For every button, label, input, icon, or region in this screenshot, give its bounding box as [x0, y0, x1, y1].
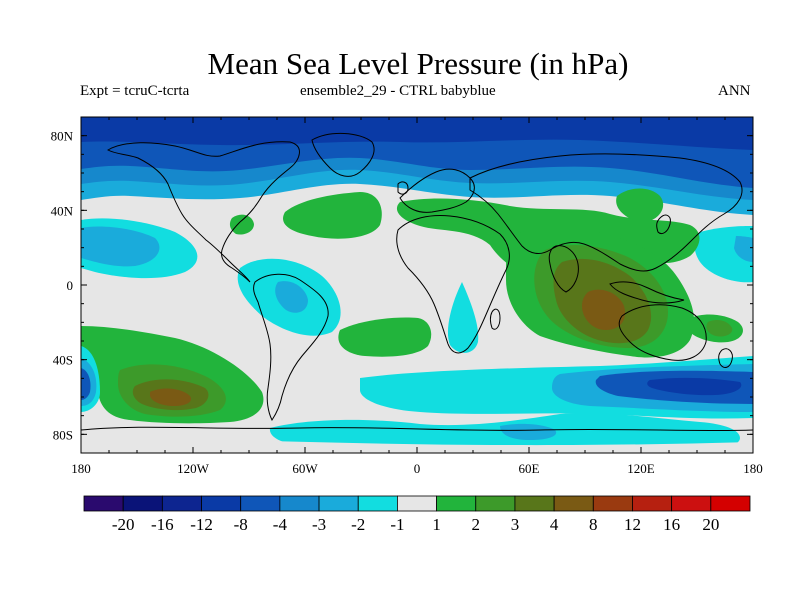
colorbar-swatch: [632, 495, 673, 512]
colorbar-swatch: [240, 495, 281, 512]
west-pacific-high-core: [706, 320, 733, 337]
southern-ocean-low-west-core: [81, 368, 91, 400]
colorbar-label: -1: [390, 515, 404, 534]
colorbar-swatch: [357, 495, 398, 512]
x-tick-label: 60W: [292, 461, 318, 476]
east-asia-high: [616, 188, 664, 222]
colorbar-label: 16: [663, 515, 680, 534]
colorbar: -20 -16 -12 -8 -4 -3 -2 -1 1 2 3 4 8 12 16 20: [83, 495, 751, 534]
y-tick-label: 40N: [51, 203, 74, 218]
colorbar-label: 1: [432, 515, 441, 534]
chart-title: Mean Sea Level Pressure (in hPa): [207, 46, 629, 81]
x-tick-label: 180: [743, 461, 763, 476]
y-tick-label: 40S: [53, 353, 73, 368]
north-atlantic-high: [283, 192, 382, 239]
colorbar-swatch: [592, 495, 633, 512]
colorbar-swatch: [122, 495, 163, 512]
north-pacific-low: [81, 226, 160, 267]
y-tick-label: 80S: [53, 427, 73, 442]
ensemble-label: ensemble2_29 - CTRL babyblue: [300, 83, 496, 99]
colorbar-label: -16: [151, 515, 174, 534]
southern-africa-low: [447, 282, 479, 353]
season-label: ANN: [718, 83, 751, 99]
colorbar-label: 8: [589, 515, 598, 534]
colorbar-label: 4: [550, 515, 559, 534]
colorbar-label: -2: [351, 515, 365, 534]
southern-ocean-low-deep: [647, 377, 742, 396]
x-axis: 180 120W 60W 0 60E 120E 180: [71, 117, 763, 476]
y-tick-label: 80N: [51, 129, 74, 144]
colorbar-swatch: [318, 495, 359, 512]
coastlines: [81, 132, 753, 432]
colorbar-label: 3: [511, 515, 520, 534]
colorbar-swatch: [475, 495, 516, 512]
tropical-pacific-core: [275, 281, 308, 313]
x-tick-label: 180: [71, 461, 91, 476]
experiment-label: Expt = tcruC-tcrta: [80, 83, 190, 99]
x-tick-label: 120E: [627, 461, 655, 476]
x-tick-label: 120W: [177, 461, 210, 476]
pressure-field: [81, 117, 753, 453]
colorbar-label: -20: [112, 515, 135, 534]
colorbar-label: -4: [273, 515, 288, 534]
x-tick-label: 0: [414, 461, 421, 476]
colorbar-label: -8: [234, 515, 248, 534]
y-axis: 80N 40N 0 40S 80S: [51, 129, 753, 442]
antarctic-coast-core: [500, 423, 557, 440]
east-pacific-core: [734, 236, 753, 262]
colorbar-swatch: [279, 495, 320, 512]
colorbar-swatch: [710, 495, 751, 512]
indian-ocean-high-peak: [582, 289, 626, 330]
colorbar-label: 20: [702, 515, 719, 534]
x-tick-label: 60E: [519, 461, 540, 476]
colorbar-label: 2: [472, 515, 481, 534]
colorbar-swatch: [83, 495, 124, 512]
colorbar-swatch: [514, 495, 555, 512]
colorbar-swatch: [161, 495, 202, 512]
colorbar-swatch: [553, 495, 594, 512]
arctic-core-low: [81, 117, 753, 150]
colorbar-swatch: [436, 495, 477, 512]
colorbar-label: 12: [624, 515, 641, 534]
central-america-high: [229, 214, 254, 235]
antarctic-white: [81, 438, 753, 453]
south-atlantic-high: [338, 317, 432, 357]
colorbar-swatch: [671, 495, 712, 512]
colorbar-swatch: [397, 495, 437, 512]
south-pacific-high-peak: [150, 388, 192, 406]
colorbar-label: -12: [190, 515, 213, 534]
colorbar-swatch: [201, 495, 242, 512]
colorbar-label: -3: [312, 515, 326, 534]
y-tick-label: 0: [67, 278, 74, 293]
